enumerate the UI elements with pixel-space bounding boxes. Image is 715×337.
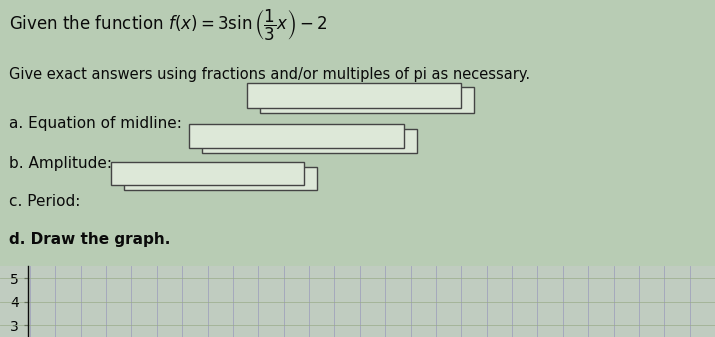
Bar bbox=[260, 87, 474, 113]
Text: Given the function $f(x) = 3\sin\left(\dfrac{1}{3}x\right) - 2$: Given the function $f(x) = 3\sin\left(\d… bbox=[9, 8, 327, 43]
Bar bbox=[202, 129, 417, 153]
Bar bbox=[124, 167, 317, 190]
Bar bbox=[111, 162, 304, 185]
Text: d. Draw the graph.: d. Draw the graph. bbox=[9, 232, 170, 247]
Text: a. Equation of midline:: a. Equation of midline: bbox=[9, 116, 182, 131]
Text: c. Period:: c. Period: bbox=[9, 194, 80, 209]
Text: Give exact answers using fractions and/or multiples of pi as necessary.: Give exact answers using fractions and/o… bbox=[9, 67, 530, 82]
Text: b. Amplitude:: b. Amplitude: bbox=[9, 156, 112, 171]
Bar bbox=[189, 124, 404, 148]
Bar bbox=[247, 83, 461, 108]
